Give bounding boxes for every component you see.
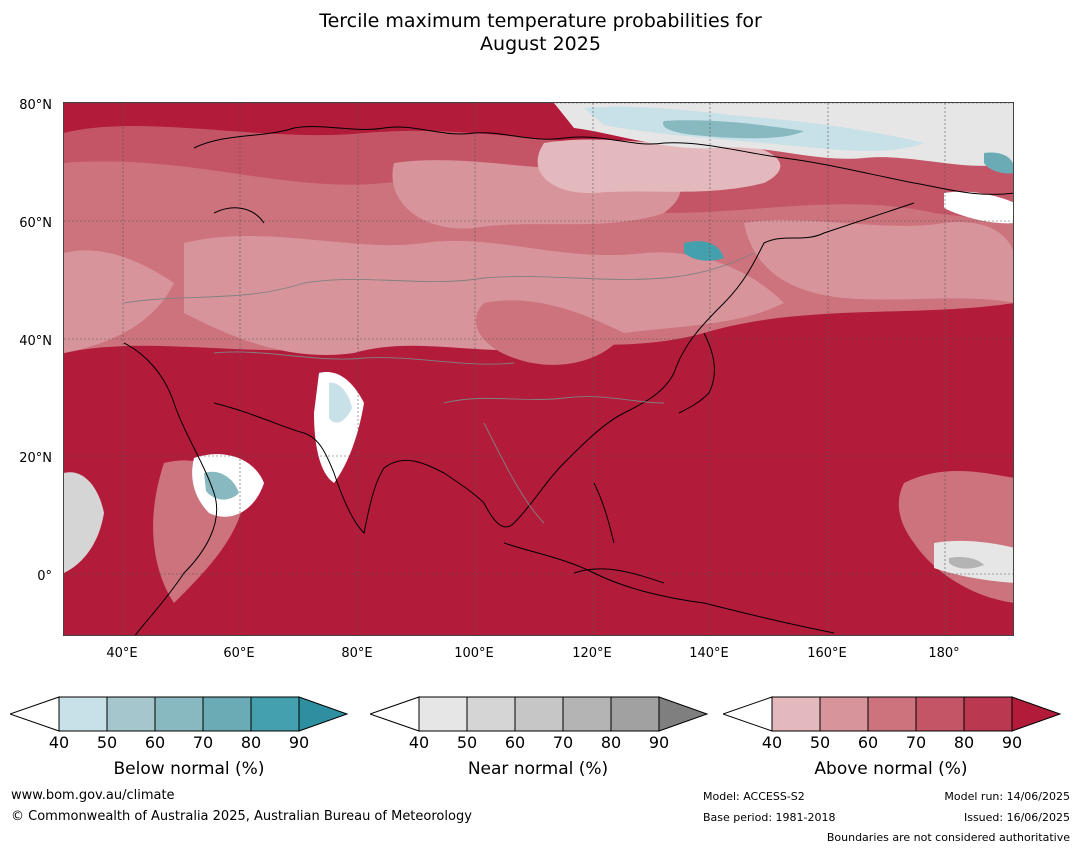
cbar-near-extend-high (658, 696, 709, 732)
cbar-near-tick-80: 80 (600, 733, 622, 752)
lat-label-80n: 80°N (19, 98, 52, 113)
cbar-near-tick-70: 70 (552, 733, 574, 752)
cbar-above-bin-2 (819, 696, 869, 732)
cbar-below-bin-1 (58, 696, 108, 732)
cbar-near-extend-low (370, 696, 420, 732)
cbar-above-tick-50: 50 (809, 733, 831, 752)
lat-label-20n: 20°N (19, 451, 52, 466)
website-link[interactable]: www.bom.gov.au/climate (11, 788, 175, 803)
cbar-above-bin-5 (963, 696, 1013, 732)
cbar-near-bin-2 (466, 696, 516, 732)
borders (123, 252, 755, 524)
cbar-above-extend-high (1011, 696, 1062, 732)
cbar-below-tick-70: 70 (192, 733, 214, 752)
cbar-below-bin-3 (154, 696, 204, 732)
lat-label-60n: 60°N (19, 216, 52, 231)
colorbar-near-normal (370, 696, 709, 732)
cbar-below-tick-60: 60 (144, 733, 166, 752)
lon-label-60e: 60°E (223, 646, 255, 661)
model-label: Model: ACCESS-S2 (703, 790, 805, 803)
cbar-below-bin-5 (250, 696, 300, 732)
lon-label-100e: 100°E (454, 646, 494, 661)
cbar-above-bin-3 (867, 696, 917, 732)
cbar-below-tick-80: 80 (240, 733, 262, 752)
map-canvas (64, 103, 1013, 635)
cbar-below-extend-high (298, 696, 349, 732)
disclaimer-text: Boundaries are not considered authoritat… (826, 831, 1070, 844)
cbar-below-extend-low (10, 696, 60, 732)
model-run-label: Model run: 14/06/2025 (944, 790, 1070, 803)
colorbar-above-normal (723, 696, 1062, 732)
cbar-above-tick-70: 70 (905, 733, 927, 752)
cbar-below-bin-2 (106, 696, 156, 732)
lon-label-160e: 160°E (807, 646, 847, 661)
cbar-near-bin-5 (610, 696, 660, 732)
cbar-above-extend-low (723, 696, 773, 732)
cbar-near-bin-4 (562, 696, 612, 732)
cbar-above-bin-4 (915, 696, 965, 732)
cbar-above-tick-40: 40 (761, 733, 783, 752)
cbar-near-title: Near normal (%) (467, 759, 609, 779)
copyright-text: © Commonwealth of Australia 2025, Austra… (11, 809, 472, 824)
colorbar-below-normal (10, 696, 349, 732)
cbar-above-tick-80: 80 (953, 733, 975, 752)
lon-label-140e: 140°E (689, 646, 729, 661)
lat-label-0: 0° (37, 569, 52, 584)
cbar-below-tick-40: 40 (48, 733, 70, 752)
lon-label-80e: 80°E (341, 646, 373, 661)
issued-label: Issued: 16/06/2025 (963, 811, 1070, 824)
cbar-near-tick-60: 60 (504, 733, 526, 752)
cbar-near-bin-1 (418, 696, 468, 732)
cbar-below-tick-90: 90 (288, 733, 310, 752)
cbar-near-tick-90: 90 (648, 733, 670, 752)
cbar-below-tick-50: 50 (96, 733, 118, 752)
cbar-above-title: Above normal (%) (814, 759, 968, 779)
cbar-below-title: Below normal (%) (113, 759, 265, 779)
below-normal-zones (64, 103, 1013, 583)
base-period-label: Base period: 1981-2018 (703, 811, 836, 824)
graticule (64, 103, 1013, 635)
lat-label-40n: 40°N (19, 334, 52, 349)
coastlines (123, 126, 1013, 635)
probability-map (63, 102, 1014, 636)
cbar-near-tick-50: 50 (456, 733, 478, 752)
lon-label-40e: 40°E (106, 646, 138, 661)
above-normal-zones (64, 125, 1013, 603)
title-line-1: Tercile maximum temperature probabilitie… (319, 10, 762, 32)
cbar-near-bin-3 (514, 696, 564, 732)
cbar-above-tick-60: 60 (857, 733, 879, 752)
title-line-2: August 2025 (480, 33, 601, 55)
lon-label-120e: 120°E (572, 646, 612, 661)
cbar-below-bin-4 (202, 696, 252, 732)
cbar-above-tick-90: 90 (1001, 733, 1023, 752)
cbar-above-bin-1 (771, 696, 821, 732)
cbar-near-tick-40: 40 (408, 733, 430, 752)
lon-label-180: 180° (928, 646, 960, 661)
chart-title: Tercile maximum temperature probabilitie… (0, 10, 1081, 56)
